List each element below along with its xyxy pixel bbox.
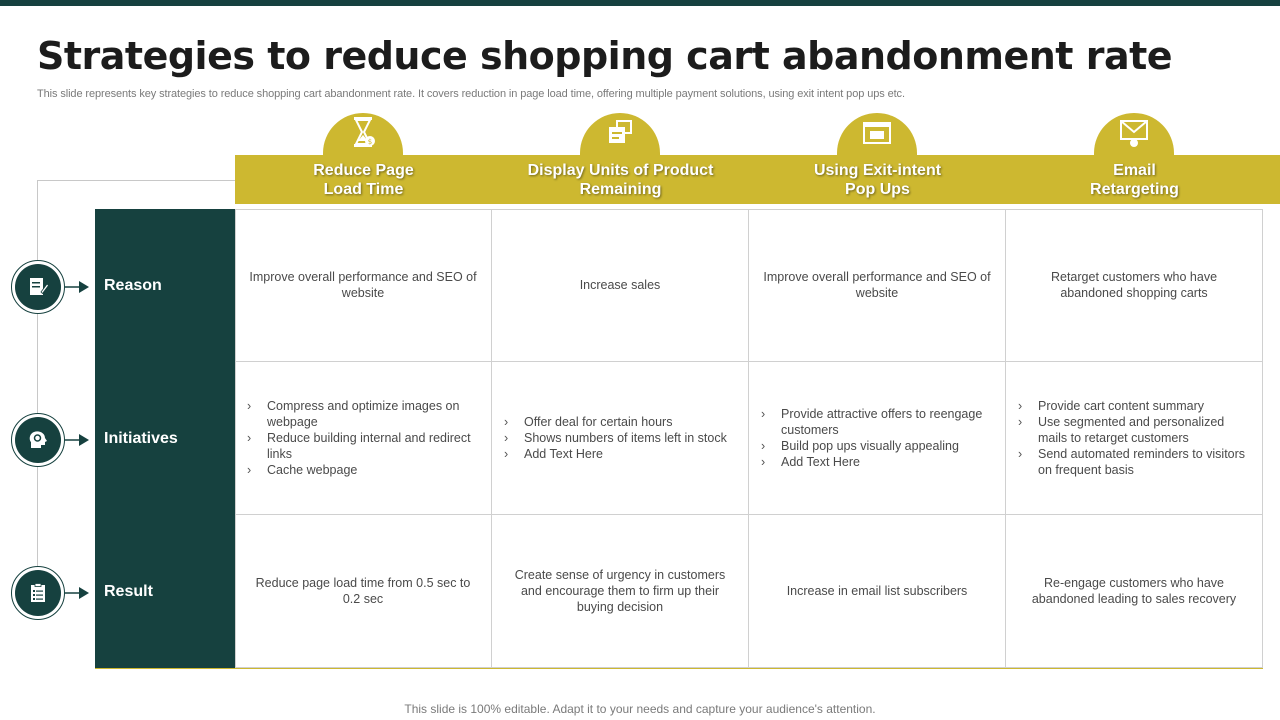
connector-line-vertical: [37, 180, 38, 593]
cell-initiatives-4: Provide cart content summary Use segment…: [1006, 362, 1263, 515]
row-label-result: Result: [95, 515, 235, 668]
envelope-icon: [1094, 113, 1174, 155]
column-header-2-line2: Remaining: [579, 181, 662, 198]
header-band: [235, 155, 1280, 204]
clipboard-icon: [15, 570, 61, 616]
column-header-4-line2: Retargeting: [1090, 181, 1179, 198]
row-label-reason: Reason: [95, 209, 235, 362]
list-item: Send automated reminders to visitors on …: [1018, 446, 1250, 478]
column-header-1-line1: Reduce Page: [313, 162, 414, 179]
page-title: Strategies to reduce shopping cart aband…: [37, 34, 1173, 78]
browser-window-icon: [837, 113, 917, 155]
list-item: Cache webpage: [247, 462, 479, 478]
cell-result-2: Create sense of urgency in customers and…: [492, 515, 749, 668]
list-item: Provide cart content summary: [1018, 398, 1250, 414]
column-header-4-line1: Email: [1113, 162, 1156, 179]
cell-initiatives-3: Provide attractive offers to reengage cu…: [749, 362, 1006, 515]
page-subtitle: This slide represents key strategies to …: [37, 88, 905, 100]
boxes-icon: [580, 113, 660, 155]
list-item: Add Text Here: [504, 446, 736, 462]
hourglass-icon: $: [323, 113, 403, 155]
connector-line-top: [37, 180, 235, 181]
table-bottom-accent: [95, 668, 1263, 669]
footer-note: This slide is 100% editable. Adapt it to…: [404, 702, 876, 716]
list-item: Shows numbers of items left in stock: [504, 430, 736, 446]
arrow-icon: [65, 587, 89, 599]
list-item: Offer deal for certain hours: [504, 414, 736, 430]
cell-reason-3: Improve overall performance and SEO of w…: [749, 209, 1006, 362]
list-item: Build pop ups visually appealing: [761, 438, 993, 454]
arrow-icon: [65, 281, 89, 293]
row-icon-reason: [11, 260, 65, 314]
arrow-icon: [65, 434, 89, 446]
list-item: Add Text Here: [761, 454, 993, 470]
cell-initiatives-2: Offer deal for certain hours Shows numbe…: [492, 362, 749, 515]
head-gear-icon: [15, 417, 61, 463]
cell-initiatives-1: Compress and optimize images on webpage …: [235, 362, 492, 515]
row-icon-initiatives: [11, 413, 65, 467]
cell-result-4: Re-engage customers who have abandoned l…: [1006, 515, 1263, 668]
row-label-initiatives: Initiatives: [95, 362, 235, 515]
row-icon-result: [11, 566, 65, 620]
column-header-3-line2: Pop Ups: [845, 181, 910, 198]
table-frame: [235, 209, 1263, 669]
top-accent-bar: [0, 0, 1280, 6]
column-header-1-line2: Load Time: [323, 181, 404, 198]
list-item: Provide attractive offers to reengage cu…: [761, 406, 993, 438]
document-pen-icon: [15, 264, 61, 310]
svg-text:$: $: [368, 138, 372, 146]
list-item: Use segmented and personalized mails to …: [1018, 414, 1250, 446]
column-header-3-line1: Using Exit-intent: [813, 162, 942, 179]
cell-reason-2: Increase sales: [492, 209, 749, 362]
cell-result-3: Increase in email list subscribers: [749, 515, 1006, 668]
cell-reason-4: Retarget customers who have abandoned sh…: [1006, 209, 1263, 362]
cell-reason-1: Improve overall performance and SEO of w…: [235, 209, 492, 362]
list-item: Compress and optimize images on webpage: [247, 398, 479, 430]
cell-result-1: Reduce page load time from 0.5 sec to 0.…: [235, 515, 492, 668]
column-header-2-line1: Display Units of Product: [527, 162, 714, 179]
list-item: Reduce building internal and redirect li…: [247, 430, 479, 462]
